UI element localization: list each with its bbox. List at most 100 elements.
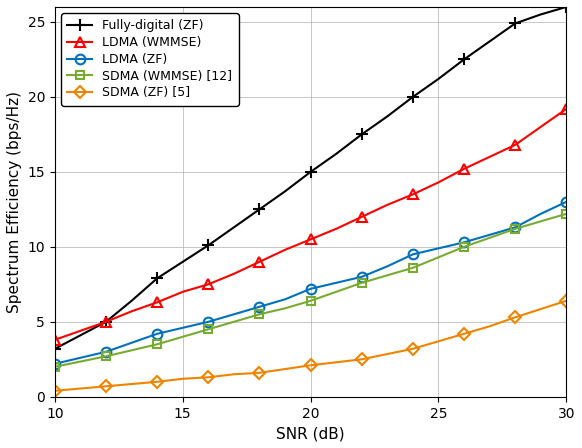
SDMA (ZF) [5] — [77, 386, 84, 391]
SDMA (WMMSE) [12] — [359, 280, 365, 285]
SDMA (WMMSE) [12] — [282, 306, 289, 311]
LDMA (ZF) — [256, 304, 263, 310]
SDMA (ZF) [5] — [435, 339, 442, 344]
SDMA (WMMSE) [12] — [51, 364, 58, 370]
LDMA (ZF) — [486, 232, 493, 237]
SDMA (WMMSE) [12] — [256, 312, 263, 317]
SDMA (WMMSE) [12] — [460, 244, 467, 250]
Fully-digital (ZF) — [384, 114, 391, 119]
LDMA (ZF) — [154, 331, 161, 336]
LDMA (WMMSE) — [512, 142, 519, 147]
SDMA (ZF) [5] — [333, 360, 340, 365]
LDMA (WMMSE) — [486, 154, 493, 159]
X-axis label: SNR (dB): SNR (dB) — [276, 426, 345, 441]
SDMA (ZF) [5] — [460, 331, 467, 336]
Fully-digital (ZF) — [154, 276, 161, 281]
Fully-digital (ZF) — [460, 57, 467, 62]
Line: SDMA (WMMSE) [12]: SDMA (WMMSE) [12] — [51, 210, 570, 371]
Fully-digital (ZF) — [179, 259, 186, 264]
SDMA (WMMSE) [12] — [333, 289, 340, 294]
SDMA (ZF) [5] — [128, 381, 135, 387]
LDMA (ZF) — [409, 252, 416, 257]
Line: LDMA (ZF): LDMA (ZF) — [50, 197, 571, 369]
SDMA (WMMSE) [12] — [154, 342, 161, 347]
SDMA (WMMSE) [12] — [512, 226, 519, 232]
LDMA (ZF) — [102, 349, 109, 354]
Y-axis label: Spectrum Efficiency (bps/Hz): Spectrum Efficiency (bps/Hz) — [7, 91, 22, 313]
SDMA (WMMSE) [12] — [537, 219, 544, 224]
SDMA (WMMSE) [12] — [384, 273, 391, 278]
LDMA (WMMSE) — [359, 214, 365, 220]
Legend: Fully-digital (ZF), LDMA (WMMSE), LDMA (ZF), SDMA (WMMSE) [12], SDMA (ZF) [5]: Fully-digital (ZF), LDMA (WMMSE), LDMA (… — [61, 13, 239, 106]
LDMA (WMMSE) — [77, 328, 84, 333]
Line: SDMA (ZF) [5]: SDMA (ZF) [5] — [51, 297, 570, 395]
SDMA (WMMSE) [12] — [205, 327, 212, 332]
Line: Fully-digital (ZF): Fully-digital (ZF) — [49, 1, 572, 354]
LDMA (ZF) — [537, 211, 544, 216]
LDMA (ZF) — [435, 246, 442, 251]
SDMA (ZF) [5] — [563, 298, 570, 303]
LDMA (WMMSE) — [307, 237, 314, 242]
SDMA (WMMSE) [12] — [102, 353, 109, 359]
LDMA (ZF) — [128, 340, 135, 345]
LDMA (WMMSE) — [409, 192, 416, 197]
Fully-digital (ZF) — [359, 132, 365, 137]
SDMA (ZF) [5] — [51, 388, 58, 393]
Fully-digital (ZF) — [51, 346, 58, 352]
LDMA (WMMSE) — [460, 166, 467, 172]
Fully-digital (ZF) — [409, 94, 416, 99]
LDMA (WMMSE) — [154, 300, 161, 305]
SDMA (WMMSE) [12] — [77, 359, 84, 364]
Fully-digital (ZF) — [230, 224, 237, 230]
SDMA (ZF) [5] — [102, 383, 109, 389]
SDMA (ZF) [5] — [512, 314, 519, 320]
Fully-digital (ZF) — [435, 76, 442, 82]
SDMA (WMMSE) [12] — [179, 334, 186, 340]
SDMA (ZF) [5] — [282, 366, 289, 372]
LDMA (WMMSE) — [282, 247, 289, 253]
LDMA (WMMSE) — [51, 337, 58, 342]
SDMA (WMMSE) [12] — [486, 235, 493, 241]
LDMA (WMMSE) — [435, 180, 442, 185]
SDMA (ZF) [5] — [256, 370, 263, 375]
Fully-digital (ZF) — [256, 207, 263, 212]
LDMA (ZF) — [282, 297, 289, 302]
Fully-digital (ZF) — [333, 151, 340, 156]
SDMA (ZF) [5] — [409, 346, 416, 352]
Fully-digital (ZF) — [512, 21, 519, 26]
LDMA (ZF) — [460, 240, 467, 245]
Fully-digital (ZF) — [486, 39, 493, 44]
LDMA (ZF) — [205, 319, 212, 324]
SDMA (WMMSE) [12] — [435, 254, 442, 260]
LDMA (ZF) — [77, 355, 84, 361]
SDMA (ZF) [5] — [486, 323, 493, 329]
SDMA (WMMSE) [12] — [307, 298, 314, 303]
SDMA (WMMSE) [12] — [563, 211, 570, 216]
SDMA (ZF) [5] — [384, 351, 391, 357]
LDMA (ZF) — [333, 280, 340, 285]
SDMA (ZF) [5] — [359, 357, 365, 362]
LDMA (WMMSE) — [179, 289, 186, 294]
LDMA (ZF) — [563, 199, 570, 205]
SDMA (WMMSE) [12] — [128, 348, 135, 353]
SDMA (ZF) [5] — [179, 376, 186, 382]
LDMA (ZF) — [51, 361, 58, 366]
LDMA (ZF) — [384, 263, 391, 269]
Fully-digital (ZF) — [128, 298, 135, 303]
Fully-digital (ZF) — [205, 243, 212, 248]
Fully-digital (ZF) — [563, 4, 570, 10]
SDMA (ZF) [5] — [154, 379, 161, 384]
LDMA (WMMSE) — [256, 259, 263, 264]
SDMA (ZF) [5] — [537, 306, 544, 312]
LDMA (WMMSE) — [102, 319, 109, 324]
LDMA (WMMSE) — [537, 124, 544, 129]
Fully-digital (ZF) — [102, 319, 109, 324]
LDMA (ZF) — [230, 312, 237, 317]
LDMA (WMMSE) — [128, 309, 135, 314]
LDMA (WMMSE) — [333, 226, 340, 232]
SDMA (ZF) [5] — [307, 362, 314, 368]
LDMA (ZF) — [179, 325, 186, 331]
LDMA (WMMSE) — [384, 202, 391, 207]
Fully-digital (ZF) — [282, 189, 289, 194]
SDMA (ZF) [5] — [205, 375, 212, 380]
